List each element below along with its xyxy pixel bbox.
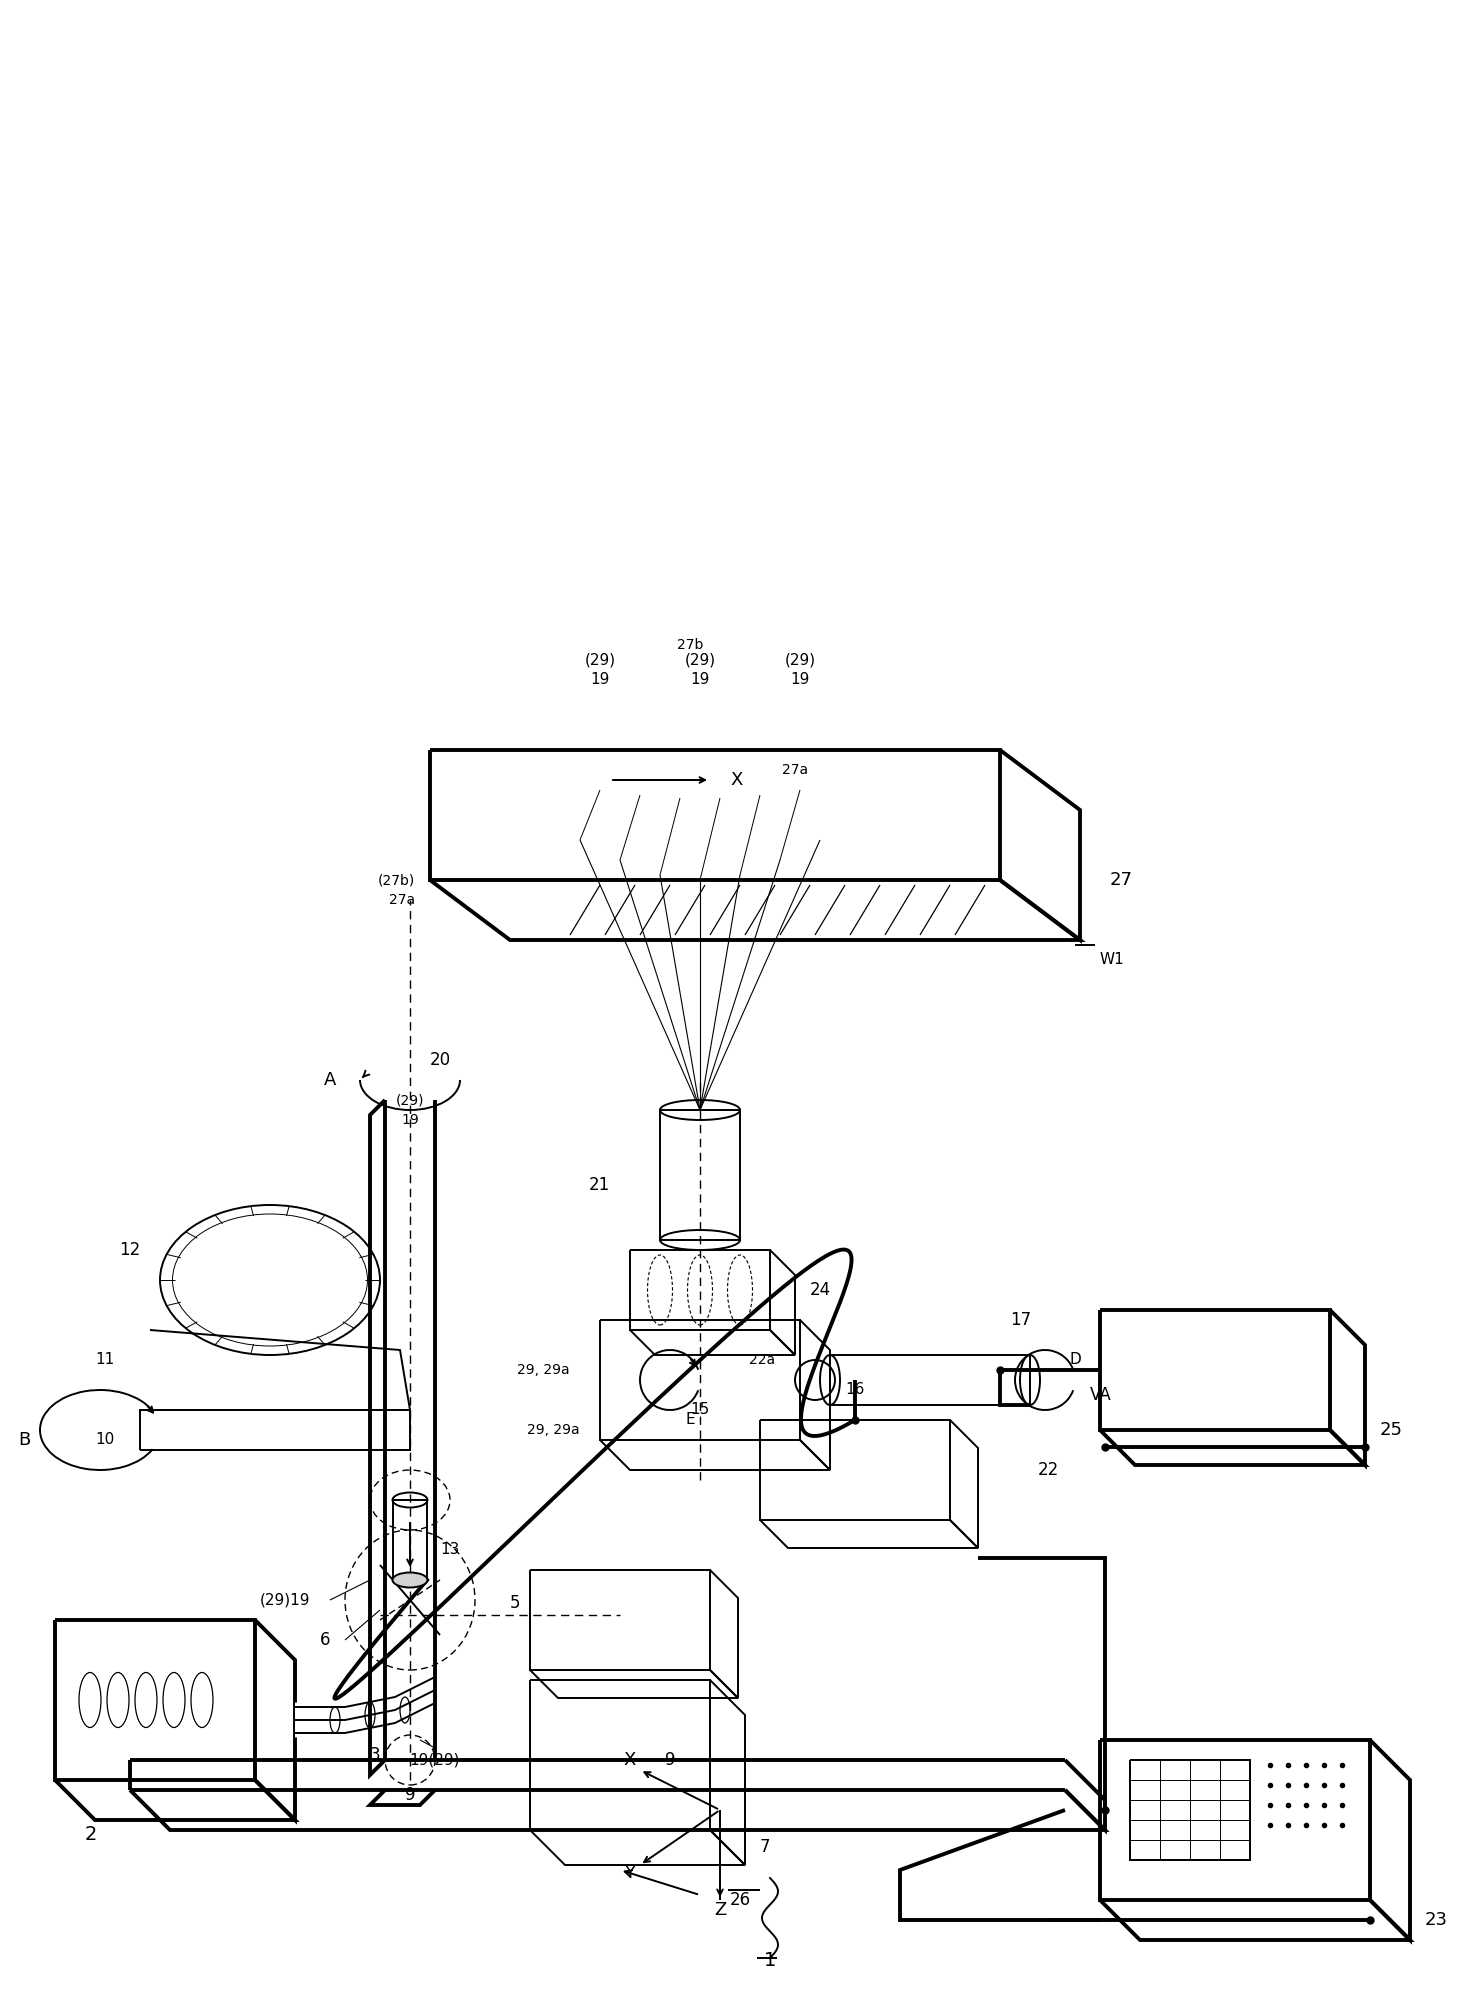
- Text: B: B: [18, 1431, 30, 1449]
- Text: 19: 19: [691, 673, 710, 687]
- Text: VA: VA: [1089, 1385, 1111, 1403]
- Text: (29): (29): [685, 653, 716, 667]
- Text: 19: 19: [401, 1113, 419, 1127]
- Text: (27b): (27b): [378, 873, 415, 887]
- Text: 5: 5: [509, 1594, 520, 1612]
- Text: 9: 9: [664, 1752, 675, 1770]
- Text: E: E: [685, 1413, 695, 1427]
- Text: X: X: [731, 771, 742, 789]
- Text: 2: 2: [86, 1826, 97, 1844]
- Text: 22: 22: [1038, 1461, 1060, 1479]
- Ellipse shape: [393, 1572, 428, 1588]
- Text: 29, 29a: 29, 29a: [527, 1423, 580, 1437]
- Text: 20: 20: [430, 1051, 450, 1069]
- Text: 12: 12: [118, 1241, 140, 1259]
- Text: 6: 6: [319, 1632, 331, 1650]
- Text: 27: 27: [1110, 871, 1134, 889]
- Text: 1: 1: [763, 1950, 776, 1970]
- Text: D: D: [1069, 1353, 1080, 1367]
- Text: Y: Y: [624, 1864, 636, 1882]
- Text: W1: W1: [1100, 953, 1125, 967]
- Text: 13: 13: [440, 1542, 459, 1558]
- Text: 9: 9: [404, 1786, 415, 1804]
- Text: 26: 26: [731, 1892, 751, 1910]
- Text: 27a: 27a: [388, 893, 415, 907]
- Text: 15: 15: [691, 1403, 710, 1417]
- Text: 19(29): 19(29): [410, 1752, 461, 1768]
- Text: 17: 17: [1010, 1311, 1032, 1329]
- Text: 25: 25: [1380, 1421, 1404, 1439]
- Text: X: X: [624, 1752, 636, 1770]
- Text: 7: 7: [760, 1838, 770, 1856]
- Text: Z: Z: [714, 1902, 726, 1920]
- Text: 21: 21: [589, 1175, 610, 1193]
- Text: 27b: 27b: [677, 639, 703, 653]
- Text: 11: 11: [96, 1353, 115, 1367]
- Text: A: A: [323, 1071, 337, 1089]
- Text: (29): (29): [584, 653, 615, 667]
- Text: 22a: 22a: [748, 1353, 775, 1367]
- Text: 27a: 27a: [782, 763, 807, 777]
- Text: 29, 29a: 29, 29a: [518, 1363, 570, 1377]
- Text: 23: 23: [1424, 1912, 1448, 1930]
- Text: (29): (29): [784, 653, 816, 667]
- Text: 10: 10: [96, 1433, 115, 1447]
- Text: 24: 24: [810, 1281, 831, 1299]
- Text: 3: 3: [369, 1746, 381, 1764]
- Text: 19: 19: [590, 673, 610, 687]
- Text: 19: 19: [790, 673, 810, 687]
- Text: (29): (29): [396, 1093, 424, 1107]
- Text: (29)19: (29)19: [260, 1592, 310, 1608]
- Text: 16: 16: [844, 1383, 865, 1397]
